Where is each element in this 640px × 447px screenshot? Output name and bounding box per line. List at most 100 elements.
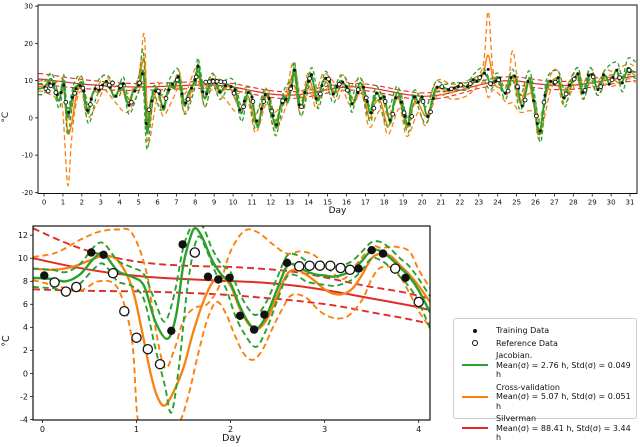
series-jacobian-mean bbox=[33, 227, 430, 340]
y-axis-label: °C bbox=[1, 335, 12, 347]
training-data-point bbox=[367, 246, 376, 255]
reference-circle-icon bbox=[472, 340, 478, 347]
reference-data-point bbox=[335, 262, 346, 274]
reference-data-point bbox=[363, 95, 369, 101]
x-tick-label: 9 bbox=[212, 199, 216, 207]
reference-data-point bbox=[110, 80, 115, 86]
x-tick-label: 1 bbox=[61, 199, 65, 207]
series-cross-validation-lower bbox=[38, 78, 637, 186]
x-tick-label: 4 bbox=[117, 199, 122, 207]
training-data-point bbox=[225, 273, 234, 282]
series-jacobian-mean bbox=[38, 63, 636, 136]
x-tick-label: 6 bbox=[155, 199, 160, 207]
training-data-point bbox=[520, 104, 524, 108]
training-data-point bbox=[233, 88, 237, 92]
training-data-point bbox=[59, 91, 63, 94]
training-data-point bbox=[399, 100, 403, 104]
reference-data-point bbox=[53, 90, 59, 95]
training-data-point bbox=[201, 90, 205, 94]
plot-border bbox=[37, 4, 638, 194]
training-data-point bbox=[167, 326, 176, 335]
x-tick-label: 22 bbox=[455, 199, 464, 207]
reference-data-point bbox=[156, 88, 161, 94]
x-tick-label: 29 bbox=[588, 199, 597, 207]
training-data-point bbox=[535, 122, 539, 125]
x-tick-label: 2 bbox=[228, 425, 233, 434]
silverman-line-icon bbox=[462, 427, 488, 430]
reference-data-point bbox=[214, 79, 220, 84]
reference-data-point bbox=[269, 108, 275, 114]
training-data-point bbox=[413, 95, 416, 99]
x-tick-label: 16 bbox=[342, 199, 351, 207]
training-data-point bbox=[218, 90, 222, 94]
training-data-point bbox=[74, 87, 78, 91]
training-data-point bbox=[97, 88, 101, 92]
series-jacobian-upper bbox=[33, 226, 430, 323]
x-tick-label: 13 bbox=[285, 199, 294, 207]
training-data-point bbox=[293, 68, 296, 72]
legend-stats-jacobian: Mean(σ) = 2.76 h, Std(σ) = 0.049 h bbox=[496, 360, 631, 380]
training-data-point bbox=[345, 85, 348, 89]
training-data-point bbox=[365, 100, 369, 103]
legend-entry-silverman: Silverman Mean(σ) = 88.41 h, Std(σ) = 3.4… bbox=[460, 414, 632, 443]
reference-data-point bbox=[413, 296, 424, 308]
training-dot-icon bbox=[473, 328, 477, 333]
reference-data-point bbox=[207, 79, 212, 85]
reference-data-point bbox=[45, 88, 51, 94]
reference-data-point bbox=[106, 82, 112, 88]
reference-data-point bbox=[48, 83, 54, 89]
y-tick-label: 0 bbox=[29, 114, 33, 122]
x-tick-label: 18 bbox=[380, 199, 389, 207]
training-data-point bbox=[407, 122, 411, 126]
cross-validation-line-icon bbox=[462, 395, 488, 398]
reference-data-point bbox=[304, 260, 315, 271]
y-tick-label: -4 bbox=[20, 415, 28, 424]
reference-data-point bbox=[496, 77, 501, 83]
reference-data-point bbox=[609, 77, 615, 83]
reference-data-point bbox=[344, 264, 356, 276]
reference-data-point bbox=[129, 99, 134, 105]
reference-data-point bbox=[617, 75, 622, 80]
y-tick-label: 4 bbox=[23, 323, 28, 332]
training-data-point bbox=[144, 122, 148, 125]
training-data-point bbox=[259, 107, 263, 111]
training-data-point bbox=[161, 105, 165, 109]
training-data-point bbox=[341, 80, 345, 84]
training-data-point bbox=[378, 249, 388, 258]
reference-data-point bbox=[467, 81, 473, 86]
training-data-point bbox=[180, 92, 184, 96]
x-tick-label: 1 bbox=[134, 425, 139, 434]
training-data-point bbox=[426, 114, 430, 118]
reference-data-point bbox=[142, 343, 154, 355]
training-data-point bbox=[67, 110, 71, 114]
training-data-point bbox=[310, 73, 313, 77]
reference-data-point bbox=[146, 107, 152, 113]
training-data-point bbox=[260, 310, 269, 319]
legend-stats-silverman: Mean(σ) = 88.41 h, Std(σ) = 3.44 h bbox=[496, 423, 631, 443]
training-data-point bbox=[350, 102, 354, 106]
x-tick-label: 30 bbox=[607, 199, 616, 207]
reference-data-point bbox=[488, 81, 493, 86]
y-tick-label: 10 bbox=[24, 77, 33, 85]
reference-data-point bbox=[218, 79, 224, 85]
training-data-point bbox=[87, 248, 96, 257]
training-data-point bbox=[303, 91, 307, 94]
reference-data-point bbox=[314, 260, 326, 271]
legend-label-silverman: Silverman Mean(σ) = 88.41 h, Std(σ) = 3.4… bbox=[496, 414, 631, 443]
training-data-point bbox=[526, 79, 530, 83]
reference-data-point bbox=[193, 74, 199, 80]
x-tick-label: 15 bbox=[323, 199, 332, 207]
legend-label-reference-data: Reference Data bbox=[496, 338, 558, 348]
reference-data-point bbox=[515, 84, 520, 89]
training-data-point bbox=[556, 76, 560, 80]
training-data-point bbox=[379, 97, 382, 100]
training-data-point bbox=[140, 72, 144, 76]
training-data-point bbox=[242, 99, 246, 103]
series-silverman-lower bbox=[38, 80, 636, 101]
training-data-point bbox=[93, 87, 97, 91]
legend-entry-reference-data: Reference Data bbox=[460, 339, 632, 349]
training-data-point bbox=[205, 92, 209, 96]
training-data-point bbox=[214, 275, 223, 284]
training-data-point bbox=[394, 96, 398, 100]
